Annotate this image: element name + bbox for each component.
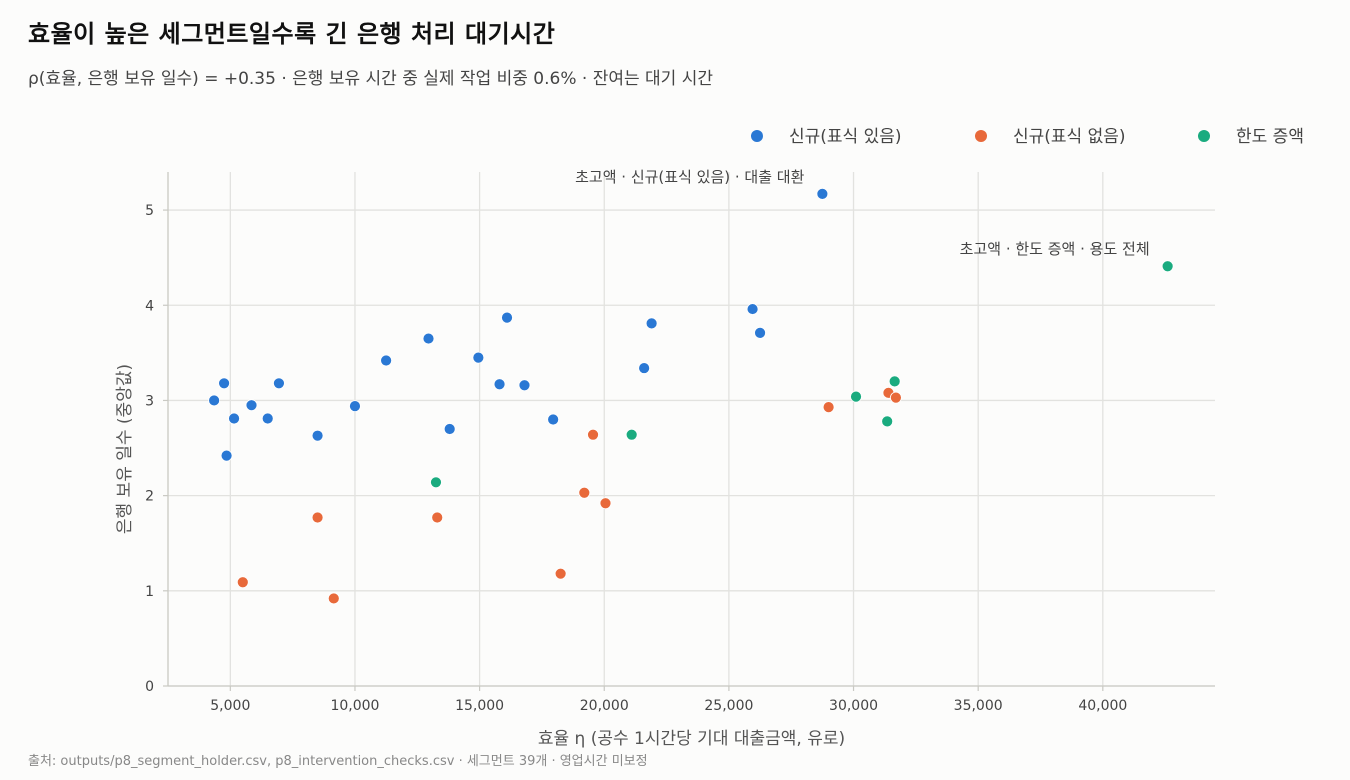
data-point xyxy=(599,497,612,510)
data-point xyxy=(273,377,285,390)
chart-subtitle: ρ(효율, 은행 보유 일수) = +0.35 · 은행 보유 시간 중 실제 … xyxy=(28,69,713,89)
y-tick-label: 1 xyxy=(145,584,154,600)
data-point xyxy=(638,362,651,374)
point-annotation: 초고액 · 신규(표식 있음) · 대출 대환 xyxy=(575,168,804,186)
x-tick-label: 35,000 xyxy=(954,698,1003,714)
data-point xyxy=(578,486,591,499)
data-point xyxy=(890,391,902,404)
legend-marker xyxy=(1198,130,1210,142)
data-point xyxy=(493,378,506,391)
data-point xyxy=(311,511,324,524)
data-point xyxy=(431,511,444,524)
data-point xyxy=(754,326,766,339)
x-tick-label: 10,000 xyxy=(330,698,379,714)
data-point xyxy=(380,354,393,367)
data-point xyxy=(472,351,485,364)
x-tick-label: 5,000 xyxy=(210,698,250,714)
data-point xyxy=(501,311,513,324)
data-point xyxy=(422,332,435,345)
source-note: 출처: outputs/p8_segment_holder.csv, p8_in… xyxy=(28,754,648,769)
y-tick-label: 3 xyxy=(145,393,154,409)
data-point xyxy=(850,390,862,403)
chart-title: 효율이 높은 세그먼트일수록 긴 은행 처리 대기시간 xyxy=(28,20,556,48)
data-point xyxy=(349,400,361,413)
legend-label: 신규(표식 있음) xyxy=(789,127,902,147)
data-point xyxy=(236,576,249,589)
data-point xyxy=(218,377,230,390)
legend-label: 한도 증액 xyxy=(1236,127,1304,147)
legend-marker xyxy=(975,130,987,142)
data-point xyxy=(208,394,221,407)
x-tick-label: 20,000 xyxy=(580,698,629,714)
x-tick-label: 30,000 xyxy=(829,698,878,714)
data-point xyxy=(625,428,638,441)
y-tick-label: 2 xyxy=(145,489,154,505)
data-point xyxy=(822,401,835,414)
x-axis-title: 효율 η (공수 1시간당 기대 대출금액, 유로) xyxy=(538,729,845,749)
data-point xyxy=(228,412,240,425)
data-points xyxy=(208,187,1174,605)
x-tick-label: 15,000 xyxy=(455,698,504,714)
data-point xyxy=(746,303,759,315)
axes: 5,000 10,000 15,000 20,000 25,000 30,000 35,00… xyxy=(145,172,1215,714)
y-axis-title: 은행 보유 일수 (중앙값) xyxy=(115,364,135,534)
legend-label: 신규(표식 없음) xyxy=(1013,127,1126,147)
data-point xyxy=(443,423,456,435)
x-tick-label: 40,000 xyxy=(1078,698,1127,714)
data-point xyxy=(554,567,567,580)
data-point xyxy=(245,399,258,412)
data-point xyxy=(547,413,560,426)
data-point xyxy=(220,449,233,462)
data-point xyxy=(311,429,324,442)
y-tick-label: 4 xyxy=(145,298,154,314)
data-point xyxy=(518,379,531,392)
data-point xyxy=(888,375,901,388)
data-point xyxy=(261,412,274,425)
data-point xyxy=(881,415,894,428)
legend-marker xyxy=(751,130,763,142)
data-point xyxy=(430,476,442,489)
data-point xyxy=(1161,260,1174,273)
legend: 신규(표식 있음) 신규(표식 없음) 한도 증액 xyxy=(751,127,1304,147)
y-tick-label: 0 xyxy=(145,679,154,695)
y-tick-label: 5 xyxy=(145,203,154,219)
x-tick-label: 25,000 xyxy=(704,698,753,714)
point-annotation: 초고액 · 한도 증액 · 용도 전체 xyxy=(960,240,1150,258)
data-point xyxy=(327,592,340,605)
data-point xyxy=(645,317,658,330)
data-point xyxy=(587,428,599,441)
data-point xyxy=(816,187,829,200)
